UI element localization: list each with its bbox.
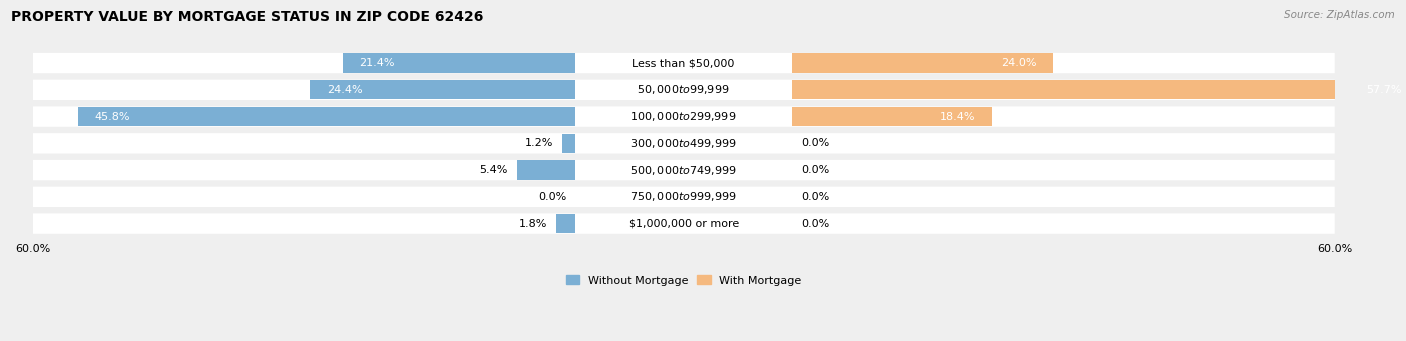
Text: 1.8%: 1.8% <box>519 219 547 228</box>
Bar <box>792 80 1406 100</box>
Text: 21.4%: 21.4% <box>359 58 395 68</box>
FancyBboxPatch shape <box>32 53 1334 73</box>
Bar <box>555 214 575 233</box>
FancyBboxPatch shape <box>32 80 1334 100</box>
Bar <box>311 80 575 100</box>
Text: Less than $50,000: Less than $50,000 <box>633 58 735 68</box>
Text: 18.4%: 18.4% <box>941 112 976 122</box>
Text: 0.0%: 0.0% <box>538 192 567 202</box>
Text: $750,000 to $999,999: $750,000 to $999,999 <box>630 190 737 203</box>
Bar <box>562 134 575 153</box>
Text: $1,000,000 or more: $1,000,000 or more <box>628 219 738 228</box>
Bar <box>792 107 991 126</box>
Text: 0.0%: 0.0% <box>801 219 830 228</box>
Legend: Without Mortgage, With Mortgage: Without Mortgage, With Mortgage <box>561 271 806 290</box>
Text: $100,000 to $299,999: $100,000 to $299,999 <box>630 110 737 123</box>
Text: 0.0%: 0.0% <box>801 138 830 148</box>
Text: 24.4%: 24.4% <box>326 85 363 95</box>
Text: 24.0%: 24.0% <box>1001 58 1036 68</box>
Text: $50,000 to $99,999: $50,000 to $99,999 <box>637 83 730 96</box>
Text: 45.8%: 45.8% <box>94 112 129 122</box>
FancyBboxPatch shape <box>32 106 1334 127</box>
Text: Source: ZipAtlas.com: Source: ZipAtlas.com <box>1284 10 1395 20</box>
Bar <box>792 54 1053 73</box>
Text: $300,000 to $499,999: $300,000 to $499,999 <box>630 137 737 150</box>
Text: 5.4%: 5.4% <box>479 165 508 175</box>
Text: 0.0%: 0.0% <box>801 165 830 175</box>
Text: PROPERTY VALUE BY MORTGAGE STATUS IN ZIP CODE 62426: PROPERTY VALUE BY MORTGAGE STATUS IN ZIP… <box>11 10 484 24</box>
Text: 0.0%: 0.0% <box>801 192 830 202</box>
Text: $500,000 to $749,999: $500,000 to $749,999 <box>630 164 737 177</box>
FancyBboxPatch shape <box>32 187 1334 207</box>
FancyBboxPatch shape <box>32 133 1334 153</box>
FancyBboxPatch shape <box>32 160 1334 180</box>
FancyBboxPatch shape <box>32 213 1334 234</box>
Bar <box>343 54 575 73</box>
Bar <box>516 161 575 180</box>
Bar <box>79 107 575 126</box>
Text: 57.7%: 57.7% <box>1367 85 1402 95</box>
Text: 1.2%: 1.2% <box>524 138 554 148</box>
